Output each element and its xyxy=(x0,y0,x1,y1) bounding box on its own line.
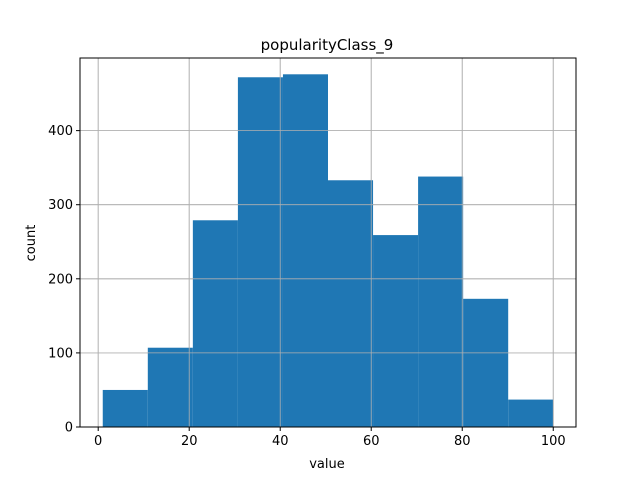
y-tick-label: 0 xyxy=(65,421,73,436)
y-tick-label: 400 xyxy=(48,124,73,139)
histogram-bar xyxy=(328,180,374,427)
y-axis-label: count xyxy=(24,225,39,262)
histogram-bar xyxy=(508,399,554,427)
chart-title: popularityClass_9 xyxy=(261,36,394,55)
x-tick-label: 80 xyxy=(454,434,471,449)
x-tick-label: 40 xyxy=(272,434,289,449)
y-tick-label: 200 xyxy=(48,272,73,287)
y-tick-label: 300 xyxy=(48,198,73,213)
y-tick-label: 100 xyxy=(48,346,73,361)
x-tick-label: 60 xyxy=(363,434,380,449)
bars xyxy=(80,58,576,428)
x-axis-label: value xyxy=(309,457,345,472)
histogram-bar xyxy=(282,74,328,427)
x-tick-label: 0 xyxy=(94,434,102,449)
x-axis-ticks: 0 20 40 60 80 100 xyxy=(94,427,566,449)
axes-frame xyxy=(79,57,577,428)
histogram-bar xyxy=(237,77,283,427)
x-tick-label: 100 xyxy=(541,434,566,449)
y-axis-ticks: 0 100 200 300 400 xyxy=(48,124,80,436)
histogram-bar xyxy=(102,389,148,427)
histogram-bar xyxy=(147,347,193,427)
histogram-bar xyxy=(373,235,419,427)
histogram-bar xyxy=(418,176,464,427)
histogram-bar xyxy=(192,220,238,427)
histogram-bar xyxy=(463,298,509,427)
x-tick-label: 20 xyxy=(181,434,198,449)
